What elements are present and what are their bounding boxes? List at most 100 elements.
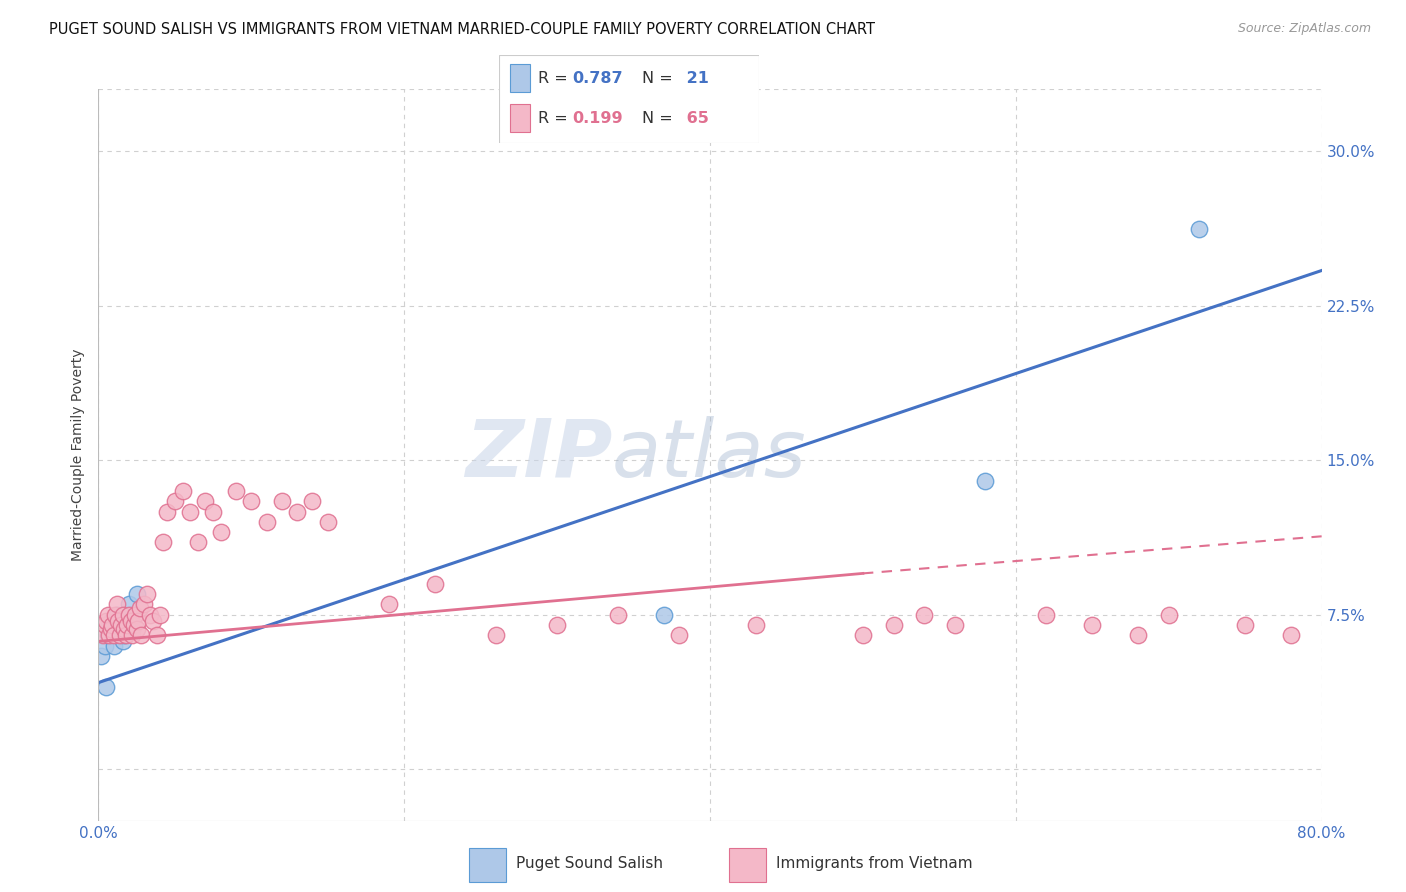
Point [225,483,247,498]
Point [124,607,146,622]
Point [125,622,148,636]
FancyBboxPatch shape [499,55,759,143]
Point [149,607,172,622]
Point [1234,618,1257,632]
Point [270,494,292,508]
Point [546,618,568,632]
Point [104,607,127,622]
Point [1081,618,1104,632]
Point [105,607,128,622]
Point [105,597,128,611]
Point [943,618,966,632]
Point [974,474,997,488]
Point [118,607,141,622]
Point [194,494,217,508]
Point [122,618,145,632]
Text: 65: 65 [682,111,709,126]
Point [127,614,149,628]
Text: N =: N = [643,111,678,126]
Point [256,515,278,529]
Point [117,618,139,632]
Point [485,628,508,642]
Bar [470,848,506,881]
Point [152,535,174,549]
Point [1128,628,1150,642]
Point [97,628,120,642]
Point [98,618,121,632]
Point [187,535,209,549]
Point [209,525,232,540]
Text: Puget Sound Salish: Puget Sound Salish [516,855,664,871]
Point [115,618,138,632]
Point [607,607,630,622]
Point [90,648,112,663]
Point [118,597,141,611]
Text: R =: R = [538,70,574,86]
Point [94,614,117,628]
Point [668,628,690,642]
Point [98,628,121,642]
Point [142,614,165,628]
Point [145,628,167,642]
Point [115,628,138,642]
Text: atlas: atlas [612,416,807,494]
Point [110,622,132,636]
Point [129,628,152,642]
Point [108,628,131,642]
Text: 0.787: 0.787 [572,70,623,86]
Point [101,618,124,632]
Point [202,505,225,519]
Point [423,576,446,591]
Text: PUGET SOUND SALISH VS IMMIGRANTS FROM VIETNAM MARRIED-COUPLE FAMILY POVERTY CORR: PUGET SOUND SALISH VS IMMIGRANTS FROM VI… [49,22,875,37]
Point [94,680,117,694]
Point [93,618,115,632]
Point [745,618,768,632]
Bar [509,104,530,132]
Point [912,607,935,622]
Point [110,618,132,632]
Point [1035,607,1057,622]
Point [103,639,125,653]
Point [883,618,905,632]
Bar [509,64,530,92]
Point [112,628,135,642]
Text: 21: 21 [682,70,709,86]
Point [316,515,339,529]
Text: 0.199: 0.199 [572,111,623,126]
Point [101,628,124,642]
Point [112,622,135,636]
Point [301,494,323,508]
Bar [730,848,766,881]
Point [100,614,122,628]
Point [97,607,120,622]
Point [107,628,129,642]
Point [103,628,125,642]
Point [107,614,129,628]
Point [240,494,263,508]
Point [121,622,143,636]
Point [1188,222,1211,236]
Point [128,601,150,615]
Point [1157,607,1180,622]
Point [125,587,148,601]
Point [1279,628,1302,642]
Point [179,505,201,519]
Point [378,597,401,611]
Text: Immigrants from Vietnam: Immigrants from Vietnam [776,855,973,871]
Point [100,622,122,636]
Text: R =: R = [538,111,574,126]
Y-axis label: Married-Couple Family Poverty: Married-Couple Family Poverty [72,349,86,561]
Point [134,597,156,611]
Point [93,639,115,653]
Point [91,628,114,642]
Text: Source: ZipAtlas.com: Source: ZipAtlas.com [1237,22,1371,36]
Text: ZIP: ZIP [465,416,612,494]
Point [120,614,142,628]
Point [852,628,875,642]
Point [172,483,194,498]
Text: N =: N = [643,70,678,86]
Point [139,607,162,622]
Point [121,628,143,642]
Point [111,607,134,622]
Point [285,505,308,519]
